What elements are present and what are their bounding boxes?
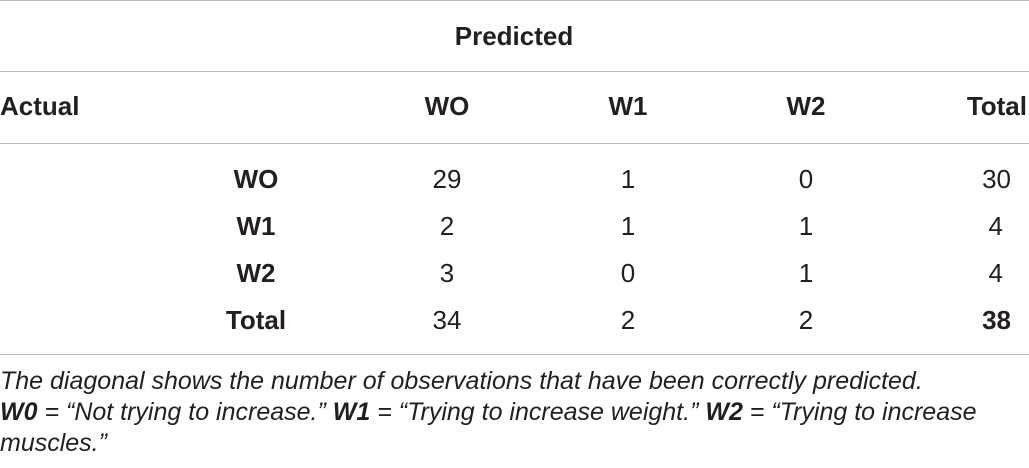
footnote-line-1: The diagonal shows the number of observa…: [0, 367, 923, 395]
cell-w1-total: 4: [988, 211, 1003, 241]
footnote-w2-key: W2: [705, 398, 743, 426]
table-footnote: The diagonal shows the number of observa…: [0, 366, 1029, 459]
cell-wo-w2: 0: [798, 164, 814, 194]
footnote-w0-text: = “Not trying to increase.”: [37, 398, 333, 426]
cell-total-wo: 34: [432, 305, 462, 335]
cell-total-w2: 2: [798, 305, 814, 335]
cell-wo-total: 30: [982, 164, 1011, 194]
cell-w1-w2: 1: [798, 211, 814, 241]
row-label-total: Total: [225, 305, 287, 335]
header-col-total: Total: [966, 91, 1027, 121]
cell-w2-wo: 3: [439, 258, 455, 288]
spanner-rule: [0, 71, 1029, 72]
header-rule: [0, 143, 1029, 144]
footnote-w1-key: W1: [332, 398, 371, 426]
cell-w2-w1: 0: [620, 258, 636, 288]
footnote-w2-text: = “Trying to increase muscles.”: [0, 398, 977, 457]
cell-grand-total: 38: [982, 305, 1011, 335]
header-actual: Actual: [0, 91, 80, 121]
cell-wo-w1: 1: [620, 164, 636, 194]
footnote-w1-text: = “Trying to increase weight.”: [370, 398, 706, 426]
cell-w1-w1: 1: [620, 211, 636, 241]
row-label-w1: W1: [236, 211, 276, 241]
header-col-w2: W2: [786, 91, 826, 121]
table-top-rule: [0, 0, 1029, 1]
header-col-w1: W1: [608, 91, 648, 121]
predicted-spanner-header: Predicted: [454, 21, 574, 51]
footnote-w0-key: W0: [0, 398, 38, 426]
row-label-w2: W2: [236, 258, 276, 288]
cell-w2-w2: 1: [798, 258, 814, 288]
cell-total-w1: 2: [620, 305, 636, 335]
cell-w1-wo: 2: [439, 211, 455, 241]
cell-wo-wo: 29: [432, 164, 462, 194]
header-col-wo: WO: [424, 91, 470, 121]
cell-w2-total: 4: [988, 258, 1003, 288]
table-bottom-rule: [0, 354, 1029, 355]
row-label-wo: WO: [233, 164, 279, 194]
